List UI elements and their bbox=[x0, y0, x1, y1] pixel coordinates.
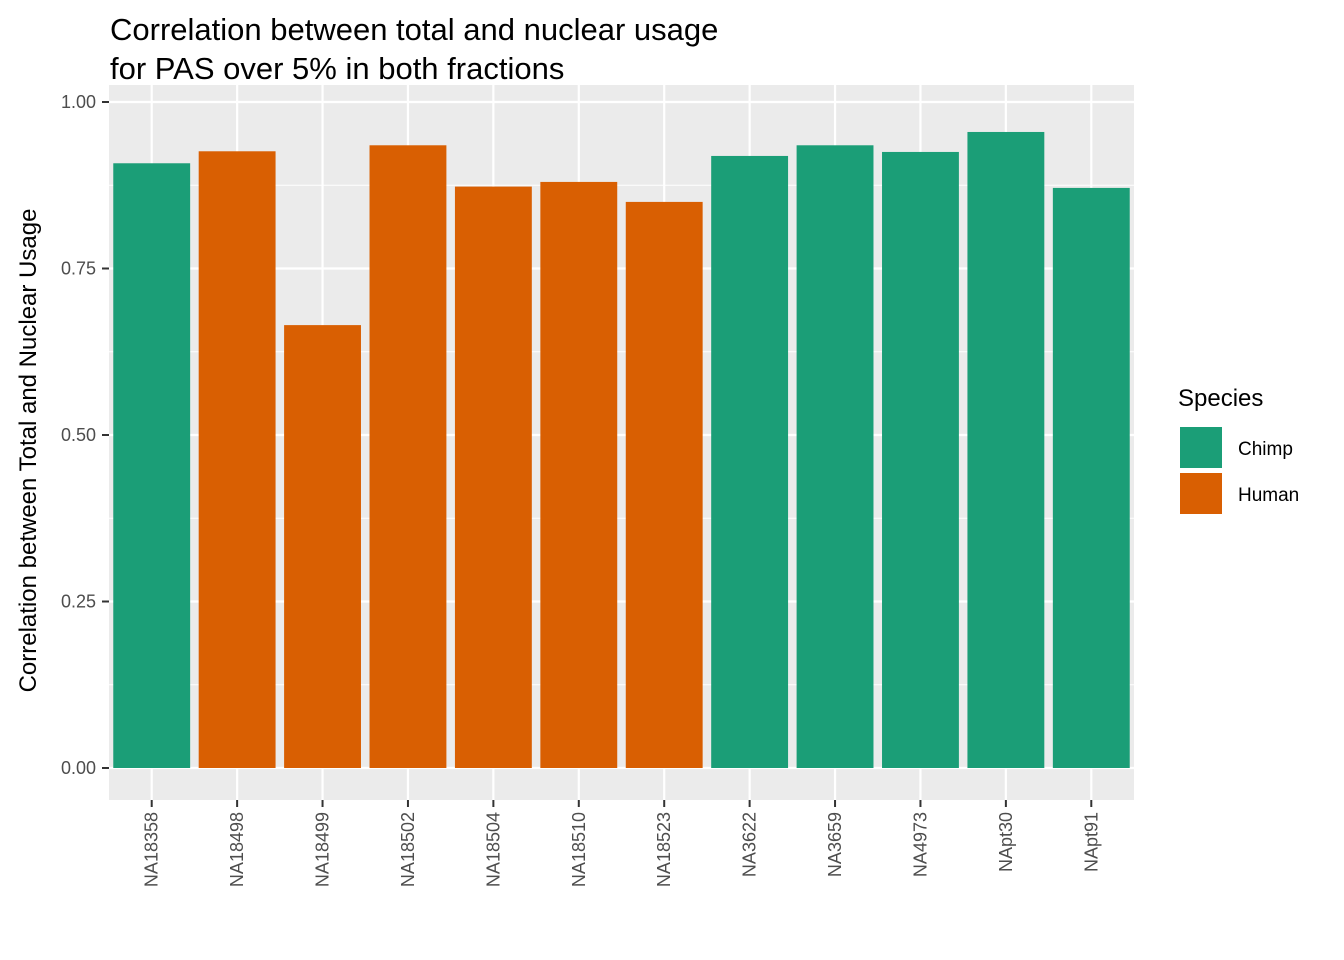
legend-key-human bbox=[1180, 473, 1222, 514]
x-tick-label: NA4973 bbox=[910, 812, 930, 877]
y-tick-label: 0.75 bbox=[61, 259, 96, 279]
y-tick-label: 0.50 bbox=[61, 425, 96, 445]
x-tick-label: NApt30 bbox=[996, 812, 1016, 872]
bar-na18504 bbox=[454, 186, 532, 768]
bar-na4973 bbox=[882, 151, 959, 768]
chart-title-line-1: Correlation between total and nuclear us… bbox=[110, 12, 718, 47]
bar-na3622 bbox=[711, 155, 789, 769]
x-tick-label: NA18499 bbox=[313, 812, 333, 887]
x-tick-label: NA18504 bbox=[483, 812, 503, 887]
chart-title-line-2: for PAS over 5% in both fractions bbox=[110, 51, 564, 86]
x-tick-label: NA18358 bbox=[142, 812, 162, 887]
x-tick-label: NA3622 bbox=[740, 812, 760, 877]
legend-label-chimp: Chimp bbox=[1238, 439, 1293, 460]
bar-napt91 bbox=[1052, 187, 1130, 768]
x-tick-label: NA18502 bbox=[398, 812, 418, 887]
x-tick-label: NA18523 bbox=[654, 812, 674, 887]
x-tick-label: NA3659 bbox=[825, 812, 845, 877]
bar-napt30 bbox=[967, 131, 1045, 769]
x-tick-label: NA18510 bbox=[569, 812, 589, 887]
bar-na18498 bbox=[198, 151, 276, 768]
legend-label-human: Human bbox=[1238, 485, 1299, 506]
bar-na3659 bbox=[796, 145, 874, 769]
y-tick-label: 0.25 bbox=[61, 592, 96, 612]
y-axis-title: Correlation between Total and Nuclear Us… bbox=[15, 209, 42, 693]
plot-panel bbox=[109, 85, 1134, 800]
bar-na18358 bbox=[113, 163, 191, 769]
bar-na18523 bbox=[625, 201, 703, 768]
bar-na18499 bbox=[284, 325, 361, 768]
x-tick-label: NApt91 bbox=[1081, 812, 1101, 872]
legend-title: Species bbox=[1178, 385, 1263, 412]
x-tick-label: NA18498 bbox=[227, 812, 247, 887]
bar-na18510 bbox=[540, 181, 618, 769]
legend-key-chimp bbox=[1180, 427, 1222, 468]
chart-title: Correlation between total and nuclear us… bbox=[110, 12, 718, 86]
x-axis: NA18358 NA18498 NA18499 NA18502 NA18504 NA185… bbox=[142, 800, 1101, 887]
y-tick-label: 1.00 bbox=[61, 92, 96, 112]
bar-na18502 bbox=[369, 145, 447, 769]
y-tick-label: 0.00 bbox=[61, 758, 96, 778]
legend: Species Chimp Human bbox=[1178, 385, 1299, 514]
bars bbox=[113, 131, 1130, 769]
y-axis: 0.00 0.25 0.50 0.75 1.00 bbox=[61, 92, 109, 778]
